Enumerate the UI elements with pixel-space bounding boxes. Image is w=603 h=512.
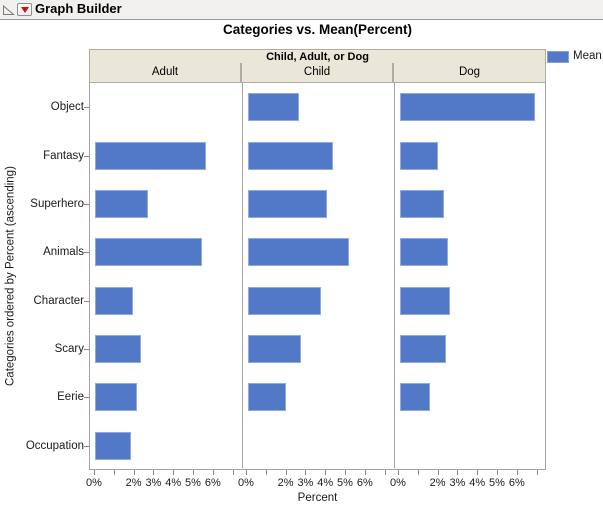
y-label-occupation[interactable]: Occupation bbox=[25, 439, 84, 452]
bar-adult-character[interactable] bbox=[95, 286, 133, 315]
bar-child-superhero[interactable] bbox=[248, 189, 328, 218]
x-tick bbox=[113, 470, 115, 475]
panel-header-dog: Dog bbox=[393, 63, 546, 83]
x-tick bbox=[94, 470, 95, 475]
y-tick bbox=[84, 155, 89, 157]
chart-title: Categories vs. Mean(Percent) bbox=[222, 22, 413, 37]
bar-adult-animals[interactable] bbox=[95, 238, 202, 267]
x-tick-label: 3% bbox=[297, 477, 314, 489]
y-label-scary[interactable]: Scary bbox=[54, 343, 84, 356]
x-tick bbox=[398, 470, 399, 475]
y-tick bbox=[84, 397, 89, 399]
x-tick-label: 6% bbox=[508, 477, 525, 489]
y-label-character[interactable]: Character bbox=[33, 294, 85, 307]
x-tick bbox=[325, 470, 327, 475]
x-tick bbox=[345, 470, 346, 475]
y-tick bbox=[84, 349, 89, 351]
x-tick-label: 6% bbox=[356, 477, 373, 489]
x-tick bbox=[232, 470, 234, 475]
bar-child-character[interactable] bbox=[248, 286, 322, 315]
red-triangle-menu-button[interactable] bbox=[17, 3, 32, 16]
x-tick bbox=[497, 470, 498, 475]
x-tick bbox=[305, 470, 307, 475]
x-tick bbox=[364, 470, 366, 475]
x-tick bbox=[193, 470, 194, 475]
x-tick bbox=[265, 470, 267, 475]
x-tick bbox=[477, 470, 479, 475]
legend-label: Mean bbox=[573, 50, 602, 62]
x-tick bbox=[457, 470, 459, 475]
x-tick-label: 4% bbox=[165, 477, 182, 489]
x-tick bbox=[153, 470, 155, 475]
panel-child bbox=[242, 83, 393, 468]
y-tick bbox=[84, 445, 89, 447]
panel-header-child: Child bbox=[241, 63, 393, 83]
x-tick-label: 6% bbox=[204, 477, 221, 489]
outline-titlebar: Graph Builder bbox=[0, 0, 603, 20]
bar-child-scary[interactable] bbox=[248, 335, 302, 364]
x-tick-label: 3% bbox=[145, 477, 162, 489]
bar-child-animals[interactable] bbox=[248, 238, 349, 267]
legend-swatch[interactable] bbox=[547, 51, 569, 63]
x-tick bbox=[437, 470, 439, 475]
x-axis-title: Percent bbox=[297, 492, 338, 504]
x-tick bbox=[384, 470, 386, 475]
x-tick bbox=[212, 470, 214, 475]
y-label-fantasy[interactable]: Fantasy bbox=[43, 149, 84, 162]
bar-adult-fantasy[interactable] bbox=[95, 141, 206, 170]
bar-child-eerie[interactable] bbox=[248, 383, 286, 412]
x-tick-label: 4% bbox=[317, 477, 334, 489]
x-tick-label: 3% bbox=[449, 477, 466, 489]
x-tick bbox=[536, 470, 538, 475]
bar-dog-superhero[interactable] bbox=[400, 189, 444, 218]
bar-dog-fantasy[interactable] bbox=[400, 141, 438, 170]
panel-dog bbox=[394, 83, 546, 468]
y-tick bbox=[84, 107, 89, 109]
bar-adult-scary[interactable] bbox=[95, 335, 141, 364]
y-tick bbox=[84, 300, 89, 302]
x-tick-label: 2% bbox=[125, 477, 142, 489]
x-tick bbox=[246, 470, 247, 475]
x-tick bbox=[285, 470, 287, 475]
x-tick-label: 5% bbox=[185, 477, 201, 489]
y-label-eerie[interactable]: Eerie bbox=[57, 391, 84, 404]
y-label-animals[interactable]: Animals bbox=[43, 246, 84, 259]
y-label-object[interactable]: Object bbox=[50, 101, 84, 114]
panel-header-adult: Adult bbox=[89, 63, 241, 83]
x-tick-label: 0% bbox=[238, 477, 254, 489]
group-header: Child, Adult, or Dog bbox=[89, 49, 546, 64]
x-tick-label: 2% bbox=[277, 477, 294, 489]
x-tick bbox=[417, 470, 419, 475]
x-tick-label: 2% bbox=[429, 477, 446, 489]
bar-adult-occupation[interactable] bbox=[95, 431, 131, 460]
x-tick-label: 4% bbox=[469, 477, 486, 489]
x-tick bbox=[173, 470, 175, 475]
x-tick bbox=[133, 470, 135, 475]
bar-dog-eerie[interactable] bbox=[400, 383, 430, 412]
disclosure-triangle-icon[interactable] bbox=[2, 3, 15, 16]
x-tick-label: 0% bbox=[390, 477, 406, 489]
bar-child-fantasy[interactable] bbox=[248, 141, 334, 170]
y-label-superhero[interactable]: Superhero bbox=[30, 197, 84, 210]
red-triangle-icon bbox=[20, 6, 29, 13]
bar-dog-character[interactable] bbox=[400, 286, 450, 315]
plot-area[interactable] bbox=[89, 83, 546, 470]
bar-adult-superhero[interactable] bbox=[95, 189, 149, 218]
x-tick bbox=[516, 470, 518, 475]
x-tick-label: 5% bbox=[337, 477, 353, 489]
outline-title: Graph Builder bbox=[35, 1, 122, 16]
bar-dog-object[interactable] bbox=[400, 93, 535, 122]
x-tick-label: 0% bbox=[86, 477, 102, 489]
y-tick bbox=[84, 252, 89, 254]
y-tick bbox=[84, 203, 89, 205]
bar-child-object[interactable] bbox=[248, 93, 300, 122]
bar-dog-animals[interactable] bbox=[400, 238, 448, 267]
bar-dog-scary[interactable] bbox=[400, 335, 446, 364]
bar-adult-eerie[interactable] bbox=[95, 383, 137, 412]
panel-adult bbox=[90, 83, 240, 468]
x-tick-label: 5% bbox=[489, 477, 505, 489]
